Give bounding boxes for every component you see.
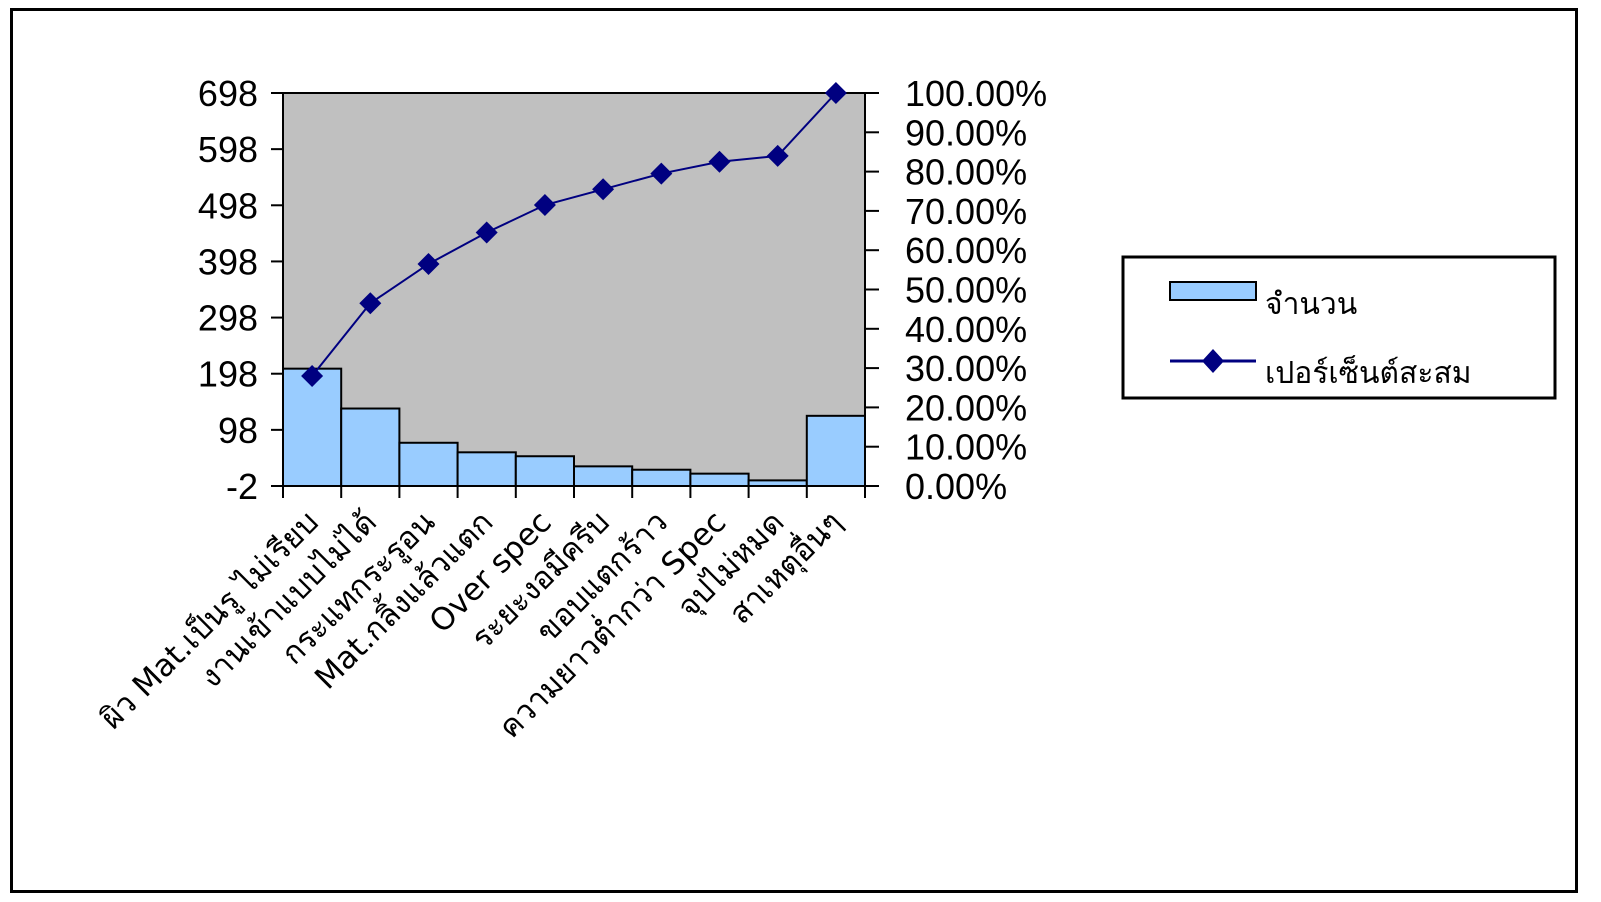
left-tick-label: 298 bbox=[198, 298, 258, 339]
right-tick-label: 30.00% bbox=[905, 348, 1027, 389]
cumulative-line-series bbox=[301, 82, 847, 387]
right-tick-label: 20.00% bbox=[905, 387, 1027, 428]
line-point-1 bbox=[301, 364, 324, 387]
line-point-5 bbox=[533, 194, 556, 217]
right-tick-label: 10.00% bbox=[905, 427, 1027, 468]
legend-label-count: จำนวน bbox=[1265, 287, 1357, 322]
line-point-8 bbox=[708, 150, 731, 173]
bar-4 bbox=[456, 451, 517, 488]
legend-bar-swatch bbox=[1169, 281, 1257, 301]
bar-10 bbox=[805, 414, 866, 488]
left-tick-label: 698 bbox=[198, 73, 258, 114]
bar-7 bbox=[631, 468, 692, 487]
right-tick-label: 50.00% bbox=[905, 270, 1027, 311]
bar-3 bbox=[398, 441, 459, 487]
chart-frame: 698 598 498 398 298 198 98 -2 100.00% 90.00% 80.0… bbox=[10, 8, 1578, 893]
pareto-chart: 698 598 498 398 298 198 98 -2 100.00%90.00%80.0… bbox=[93, 73, 1557, 746]
right-tick-label: 0.00% bbox=[905, 466, 1007, 507]
line-point-4 bbox=[475, 221, 498, 244]
right-tick-label: 80.00% bbox=[905, 152, 1027, 193]
legend-label-cumulative: เปอร์เซ็นต์สะสม bbox=[1265, 354, 1472, 391]
legend-diamond-marker bbox=[1202, 349, 1224, 373]
left-tick-label: 98 bbox=[218, 410, 258, 451]
right-tick-label: 70.00% bbox=[905, 191, 1027, 232]
right-tick-label: 60.00% bbox=[905, 230, 1027, 271]
category-labels: ผิว Mat.เป็นรู ไม่เรียบงานเข้าแบบไม่ได้ก… bbox=[93, 501, 850, 746]
left-tick-label: 198 bbox=[198, 354, 258, 395]
line-point-2 bbox=[359, 292, 382, 315]
bar-5 bbox=[514, 455, 575, 488]
left-axis-labels: 698 598 498 398 298 198 98 -2 bbox=[198, 73, 258, 507]
bar-8 bbox=[689, 472, 750, 487]
left-tick-label: 398 bbox=[198, 241, 258, 282]
legend-box bbox=[1121, 255, 1557, 400]
legend: จำนวน เปอร์เซ็นต์สะสม bbox=[1121, 255, 1557, 400]
bar-series bbox=[282, 367, 866, 488]
bar-2 bbox=[340, 407, 401, 487]
cumulative-line bbox=[311, 92, 837, 377]
bar-1 bbox=[282, 367, 343, 488]
line-point-10 bbox=[824, 82, 847, 104]
left-tick-label: 498 bbox=[198, 185, 258, 226]
left-tick-label: -2 bbox=[226, 466, 258, 507]
right-axis-labels: 100.00%90.00%80.00%70.00%60.00%50.00%40.… bbox=[905, 73, 1047, 507]
left-tick-label: 598 bbox=[198, 129, 258, 170]
line-point-7 bbox=[650, 162, 673, 185]
right-tick-label: 40.00% bbox=[905, 309, 1027, 350]
bar-6 bbox=[573, 465, 634, 488]
line-point-9 bbox=[766, 144, 789, 167]
line-point-6 bbox=[592, 178, 615, 201]
right-tick-label: 100.00% bbox=[905, 73, 1047, 114]
axes bbox=[271, 92, 879, 498]
right-tick-label: 90.00% bbox=[905, 112, 1027, 153]
